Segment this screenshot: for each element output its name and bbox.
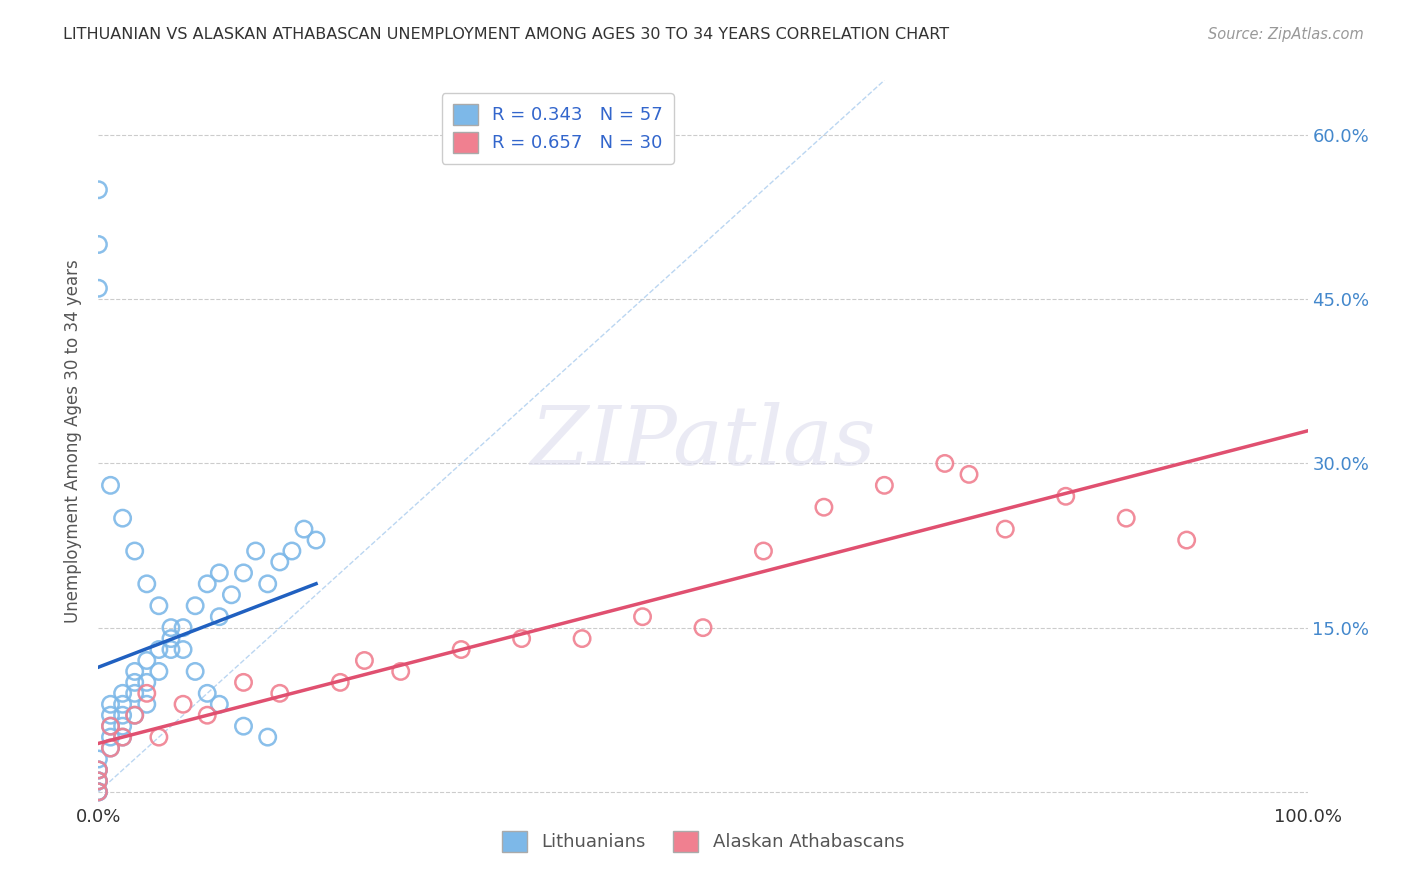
Point: [160, 642, 183, 657]
Point: [135, 653, 157, 667]
Point: [87, 785, 110, 799]
Point: [100, 708, 122, 723]
Point: [100, 741, 122, 756]
Point: [292, 522, 315, 536]
Point: [208, 609, 231, 624]
Point: [111, 511, 134, 525]
Point: [87, 785, 110, 799]
Point: [87, 773, 110, 788]
Point: [281, 544, 304, 558]
Point: [135, 577, 157, 591]
Point: [111, 686, 134, 700]
Legend: Lithuanians, Alaskan Athabascans: Lithuanians, Alaskan Athabascans: [495, 823, 911, 859]
Point: [269, 555, 291, 569]
Point: [100, 719, 122, 733]
Point: [305, 533, 328, 547]
Point: [172, 698, 194, 712]
Point: [221, 588, 243, 602]
Point: [87, 785, 110, 799]
Point: [100, 730, 122, 744]
Point: [111, 698, 134, 712]
Text: Source: ZipAtlas.com: Source: ZipAtlas.com: [1208, 27, 1364, 42]
Point: [208, 566, 231, 580]
Point: [135, 686, 157, 700]
Point: [87, 773, 110, 788]
Point: [87, 281, 110, 295]
Point: [353, 653, 375, 667]
Point: [256, 730, 278, 744]
Point: [195, 686, 218, 700]
Point: [1115, 511, 1137, 525]
Point: [135, 675, 157, 690]
Point: [124, 665, 146, 679]
Point: [87, 183, 110, 197]
Point: [124, 544, 146, 558]
Point: [1054, 489, 1077, 503]
Point: [148, 665, 170, 679]
Point: [195, 577, 218, 591]
Point: [245, 544, 267, 558]
Point: [135, 698, 157, 712]
Point: [873, 478, 896, 492]
Point: [256, 577, 278, 591]
Point: [124, 675, 146, 690]
Point: [100, 741, 122, 756]
Point: [172, 642, 194, 657]
Point: [692, 621, 714, 635]
Point: [450, 642, 472, 657]
Point: [160, 621, 183, 635]
Point: [87, 773, 110, 788]
Point: [269, 686, 291, 700]
Point: [752, 544, 775, 558]
Point: [124, 686, 146, 700]
Point: [124, 708, 146, 723]
Point: [160, 632, 183, 646]
Point: [87, 763, 110, 777]
Point: [510, 632, 533, 646]
Point: [124, 708, 146, 723]
Point: [813, 500, 835, 515]
Point: [100, 719, 122, 733]
Point: [100, 478, 122, 492]
Point: [148, 642, 170, 657]
Point: [111, 730, 134, 744]
Point: [111, 708, 134, 723]
Point: [329, 675, 352, 690]
Point: [172, 621, 194, 635]
Point: [87, 763, 110, 777]
Point: [87, 237, 110, 252]
Point: [111, 719, 134, 733]
Point: [184, 599, 207, 613]
Point: [100, 698, 122, 712]
Text: ZIPatlas: ZIPatlas: [530, 401, 876, 482]
Point: [87, 763, 110, 777]
Point: [994, 522, 1017, 536]
Point: [232, 675, 254, 690]
Point: [148, 599, 170, 613]
Point: [389, 665, 412, 679]
Text: LITHUANIAN VS ALASKAN ATHABASCAN UNEMPLOYMENT AMONG AGES 30 TO 34 YEARS CORRELAT: LITHUANIAN VS ALASKAN ATHABASCAN UNEMPLO…: [63, 27, 949, 42]
Point: [934, 457, 956, 471]
Point: [232, 566, 254, 580]
Point: [1175, 533, 1198, 547]
Point: [208, 698, 231, 712]
Point: [957, 467, 980, 482]
Point: [571, 632, 593, 646]
Point: [148, 730, 170, 744]
Point: [87, 785, 110, 799]
Point: [195, 708, 218, 723]
Point: [631, 609, 654, 624]
Y-axis label: Unemployment Among Ages 30 to 34 years: Unemployment Among Ages 30 to 34 years: [65, 260, 83, 624]
Point: [87, 752, 110, 766]
Point: [111, 730, 134, 744]
Point: [184, 665, 207, 679]
Point: [232, 719, 254, 733]
